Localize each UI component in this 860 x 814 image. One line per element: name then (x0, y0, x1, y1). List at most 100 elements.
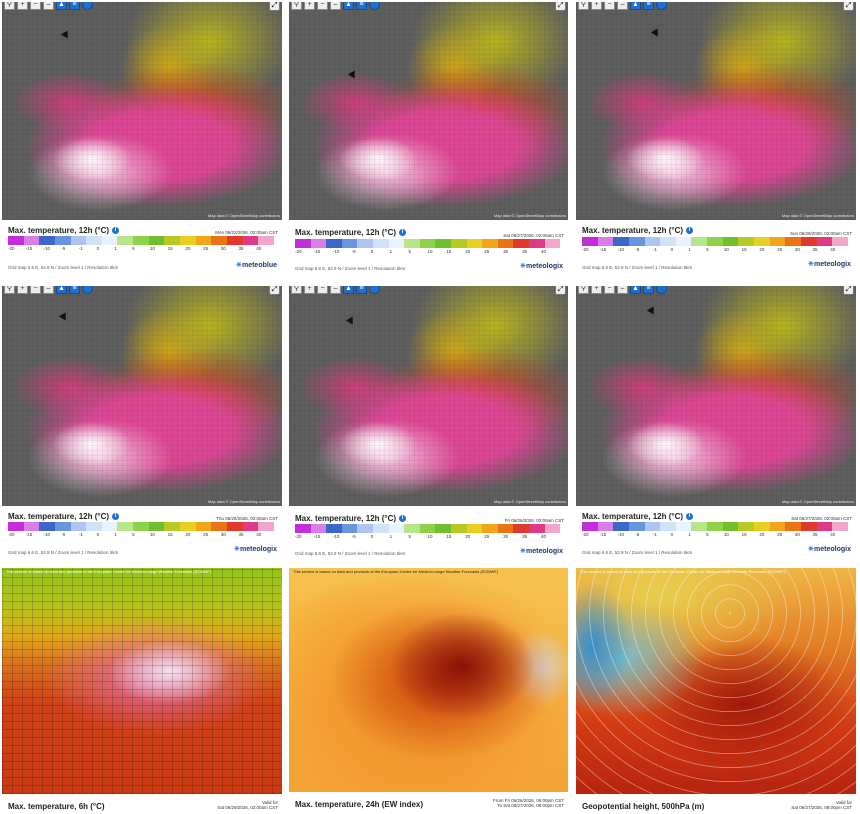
chart-icon[interactable]: ▲ (343, 2, 354, 10)
pin-icon[interactable]: ⚲ (4, 2, 15, 10)
forecast-panel-5[interactable]: ⚲ + − – ▲ ≡ ⤢ Map data © OpenStreetMap c… (289, 286, 568, 558)
temperature-map[interactable]: ⚲ + − – ▲ ≡ ⤢ Map data © OpenStreetMap c… (576, 286, 856, 506)
expand-icon[interactable]: ⤢ (843, 286, 854, 295)
minus-icon[interactable]: – (617, 286, 628, 294)
tick-label: 25 (484, 249, 490, 254)
ecmwf-panel-2[interactable]: This service is based on data and produc… (289, 568, 568, 814)
expand-icon[interactable]: ⤢ (843, 2, 854, 11)
brand-logo[interactable]: ☀meteologix (233, 546, 277, 553)
location-icon[interactable] (656, 2, 667, 10)
geopotential-map[interactable]: This service is based on data and produc… (576, 568, 856, 794)
info-icon[interactable]: i (112, 227, 120, 235)
color-swatch (101, 522, 118, 531)
brand-logo[interactable]: ☀meteologix (807, 546, 851, 553)
minus-icon[interactable]: – (617, 2, 628, 10)
tick-label: -10 (332, 534, 340, 539)
location-icon[interactable] (656, 286, 667, 294)
tick-label: -1 (78, 532, 83, 537)
pin-icon[interactable]: ⚲ (291, 286, 302, 294)
color-swatch (628, 237, 645, 246)
ecmwf-panel-1[interactable]: This service is based on data and produc… (2, 568, 282, 814)
pin-icon[interactable]: ⚲ (291, 2, 302, 10)
location-icon[interactable] (82, 2, 93, 10)
pin-icon[interactable]: ⚲ (4, 286, 15, 294)
forecast-panel-2[interactable]: ⚲ + − – ▲ ≡ ⤢ Map data © OpenStreetMap c… (289, 2, 568, 272)
tick-label: 0 (96, 532, 100, 537)
minus-icon[interactable]: – (43, 2, 54, 10)
zoom-in-icon[interactable]: + (304, 2, 315, 10)
chart-icon[interactable]: ▲ (343, 286, 354, 294)
location-icon[interactable] (369, 286, 380, 294)
info-icon[interactable]: i (112, 513, 120, 521)
forecast-panel-4[interactable]: ⚲ + − – ▲ ≡ ⤢ Map data © OpenStreetMap c… (2, 286, 282, 558)
temperature-map[interactable]: ⚲ + − – ▲ ≡ ⤢ Map data © OpenStreetMap c… (2, 2, 282, 220)
cursor-icon (58, 312, 70, 323)
zoom-in-icon[interactable]: + (17, 2, 28, 10)
zoom-out-icon[interactable]: − (30, 2, 41, 10)
tick-label: -15 (313, 534, 321, 539)
expand-icon[interactable]: ⤢ (555, 2, 566, 11)
layers-icon[interactable]: ≡ (643, 286, 654, 294)
zoom-out-icon[interactable]: − (317, 286, 328, 294)
minus-icon[interactable]: – (43, 286, 54, 294)
location-icon[interactable] (82, 286, 93, 294)
info-icon[interactable]: i (399, 229, 407, 237)
ecmwf-panel-3[interactable]: This service is based on data and produc… (576, 568, 856, 814)
expand-icon[interactable]: ⤢ (269, 2, 280, 11)
zoom-out-icon[interactable]: − (317, 2, 328, 10)
info-icon[interactable]: i (399, 515, 407, 523)
zoom-in-icon[interactable]: + (17, 286, 28, 294)
color-swatch (133, 236, 149, 245)
info-icon[interactable]: i (686, 227, 694, 235)
temperature-map[interactable]: ⚲ + − – ▲ ≡ ⤢ Map data © OpenStreetMap c… (289, 286, 568, 506)
color-swatch (597, 237, 614, 246)
temperature-map[interactable]: ⚲ + − – ▲ ≡ ⤢ Map data © OpenStreetMap c… (2, 286, 282, 506)
temperature-6h-map[interactable]: This service is based on data and produc… (2, 568, 282, 794)
temperature-map[interactable]: ⚲ + − – ▲ ≡ ⤢ Map data © OpenStreetMap c… (576, 2, 856, 220)
expand-icon[interactable]: ⤢ (269, 286, 280, 295)
tick-label: 1 (389, 534, 393, 539)
info-icon[interactable]: i (686, 513, 694, 521)
pin-icon[interactable]: ⚲ (578, 286, 589, 294)
color-swatch (816, 522, 833, 531)
location-icon[interactable] (369, 2, 380, 10)
temperature-map[interactable]: ⚲ + − – ▲ ≡ ⤢ Map data © OpenStreetMap c… (289, 2, 568, 220)
color-swatch (180, 236, 196, 245)
color-swatch (707, 522, 723, 531)
minus-icon[interactable]: – (330, 2, 341, 10)
zoom-out-icon[interactable]: − (604, 2, 615, 10)
brand-logo[interactable]: ☀meteologix (519, 263, 563, 270)
color-swatch (722, 522, 739, 531)
layers-icon[interactable]: ≡ (643, 2, 654, 10)
expand-icon[interactable]: ⤢ (555, 286, 566, 295)
brand-logo[interactable]: ☀meteologix (519, 548, 563, 555)
layers-icon[interactable]: ≡ (69, 2, 80, 10)
zoom-out-icon[interactable]: − (604, 286, 615, 294)
zoom-in-icon[interactable]: + (591, 286, 602, 294)
map-caption: Max. temperature, 6h (°C) (8, 802, 105, 811)
forecast-panel-6[interactable]: ⚲ + − – ▲ ≡ ⤢ Map data © OpenStreetMap c… (576, 286, 856, 558)
color-swatch (226, 236, 243, 245)
layers-icon[interactable]: ≡ (356, 286, 367, 294)
tick-label: -20 (8, 532, 15, 537)
pin-icon[interactable]: ⚲ (578, 2, 589, 10)
zoom-out-icon[interactable]: − (30, 286, 41, 294)
brand-logo[interactable]: ☀meteologix (807, 261, 851, 268)
forecast-panel-3[interactable]: ⚲ + − – ▲ ≡ ⤢ Map data © OpenStreetMap c… (576, 2, 856, 272)
forecast-panel-1[interactable]: ⚲ + − – ▲ ≡ ⤢ Map data © OpenStreetMap c… (2, 2, 282, 272)
chart-icon[interactable]: ▲ (630, 286, 641, 294)
color-swatch (419, 239, 436, 248)
minus-icon[interactable]: – (330, 286, 341, 294)
brand-logo[interactable]: ☀meteoblue (235, 262, 277, 269)
chart-icon[interactable]: ▲ (56, 2, 67, 10)
grid-info: Grid map 6.6 E, 52.9 N / Zoom level 1 / … (582, 550, 693, 555)
temperature-24h-map[interactable]: This service is based on data and produc… (289, 568, 568, 792)
zoom-in-icon[interactable]: + (591, 2, 602, 10)
chart-icon[interactable]: ▲ (56, 286, 67, 294)
layers-icon[interactable]: ≡ (69, 286, 80, 294)
legend-title: Max. temperature, 12h (°C) i (582, 226, 694, 235)
zoom-in-icon[interactable]: + (304, 286, 315, 294)
tick-label: -20 (582, 532, 589, 537)
chart-icon[interactable]: ▲ (630, 2, 641, 10)
layers-icon[interactable]: ≡ (356, 2, 367, 10)
